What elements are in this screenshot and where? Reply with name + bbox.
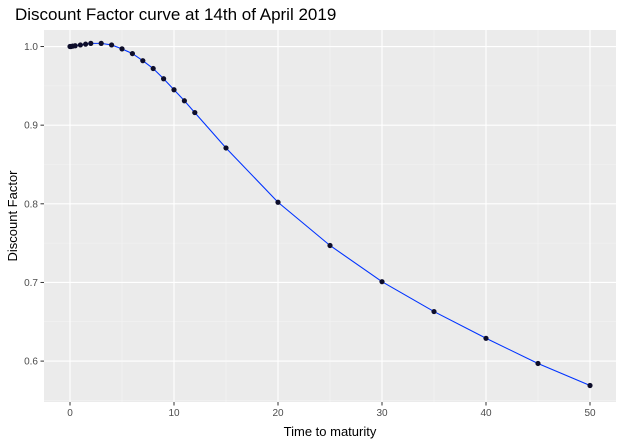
data-point [379,279,385,285]
data-point [98,40,104,46]
y-tick-label: 0.7 [24,278,38,289]
y-tick-label: 1.0 [24,42,38,53]
major-gridlines [44,30,616,402]
x-tick-label: 10 [168,408,180,419]
data-point [483,335,489,341]
x-axis: 0 10 20 30 40 50 [67,402,596,419]
y-tick-label: 0.8 [24,199,38,210]
data-point [535,360,541,367]
y-tick-label: 0.9 [24,121,38,132]
data-point [119,46,125,52]
x-tick-label: 0 [67,408,73,419]
data-point [150,65,156,72]
x-tick-label: 20 [272,408,284,419]
minor-gridlines [44,30,616,402]
data-point [275,199,281,205]
x-tick-label: 30 [376,408,388,419]
data-point [431,308,437,315]
y-axis: 0.6 0.7 0.8 0.9 1.0 [24,42,44,368]
data-point [587,382,593,389]
data-point [327,242,333,249]
y-tick-label: 0.6 [24,357,38,368]
data-point [72,43,78,49]
x-tick-label: 40 [480,408,492,419]
data-point [161,76,167,82]
data-point [77,42,83,48]
data-point [88,40,94,46]
data-point [192,109,198,116]
x-tick-label: 50 [584,408,596,419]
data-point [171,87,177,93]
x-axis-title: Time to maturity [284,424,377,439]
data-point [109,42,115,48]
y-axis-title: Discount Factor [5,170,20,262]
data-point [181,98,187,104]
data-point [223,145,229,151]
data-point [129,50,135,57]
data-point [83,41,89,47]
data-point [140,58,146,64]
series-layer [67,40,593,389]
chart-title: Discount Factor curve at 14th of April 2… [15,5,336,24]
